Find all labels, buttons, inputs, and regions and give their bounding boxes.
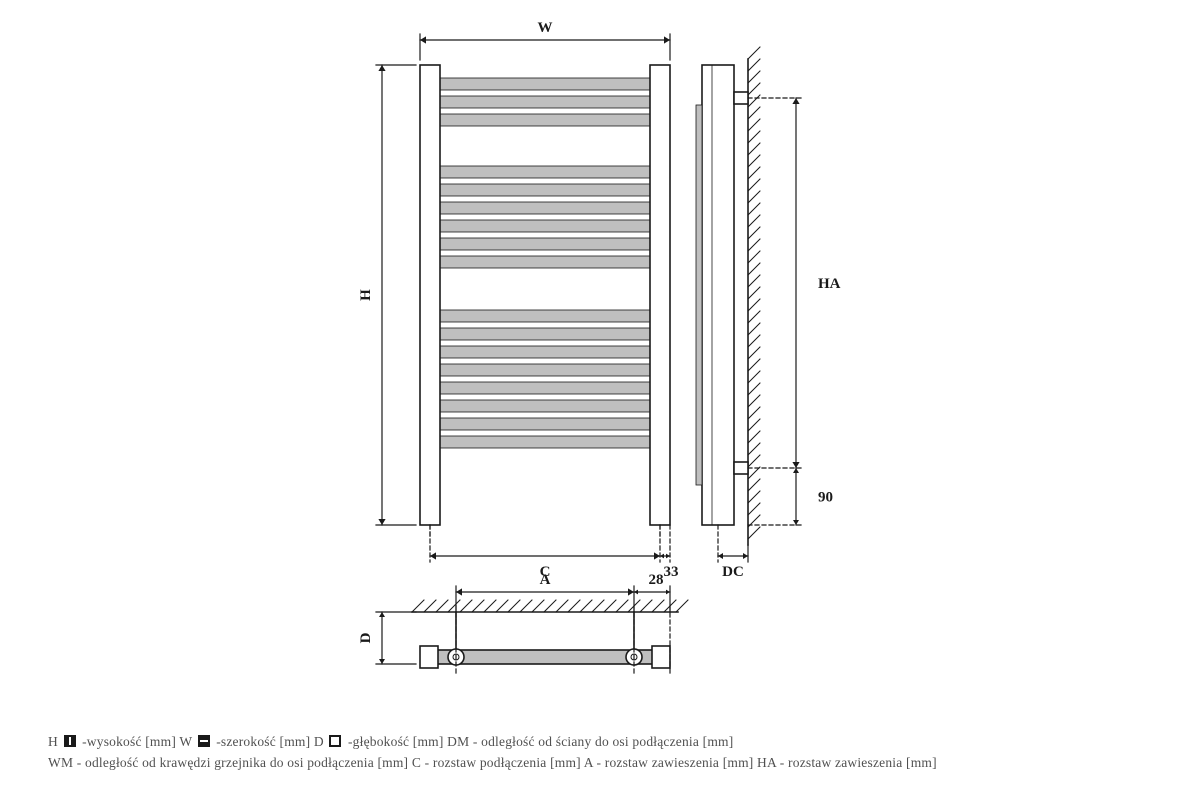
svg-text:DC: DC — [722, 564, 744, 580]
svg-text:H: H — [358, 289, 374, 301]
svg-text:90: 90 — [818, 490, 833, 506]
technical-drawing: WHC33HA90DCA28D — [0, 0, 1200, 720]
svg-text:33: 33 — [664, 564, 679, 580]
svg-text:D: D — [358, 632, 374, 643]
legend: H -wysokość [mm] W -szerokość [mm] D -gł… — [48, 732, 1152, 774]
legend-line-1: H -wysokość [mm] W -szerokość [mm] D -gł… — [48, 732, 1152, 753]
d-legend-icon — [329, 735, 341, 747]
diagram-canvas: WHC33HA90DCA28D H -wysokość [mm] W -szer… — [0, 0, 1200, 800]
svg-text:HA: HA — [818, 276, 841, 292]
svg-text:W: W — [538, 20, 553, 36]
svg-text:28: 28 — [649, 572, 664, 588]
legend-line-2: WM - odległość od krawędzi grzejnika do … — [48, 753, 1152, 774]
h-legend-icon — [64, 735, 76, 747]
svg-text:A: A — [540, 572, 551, 588]
w-legend-icon — [198, 735, 210, 747]
